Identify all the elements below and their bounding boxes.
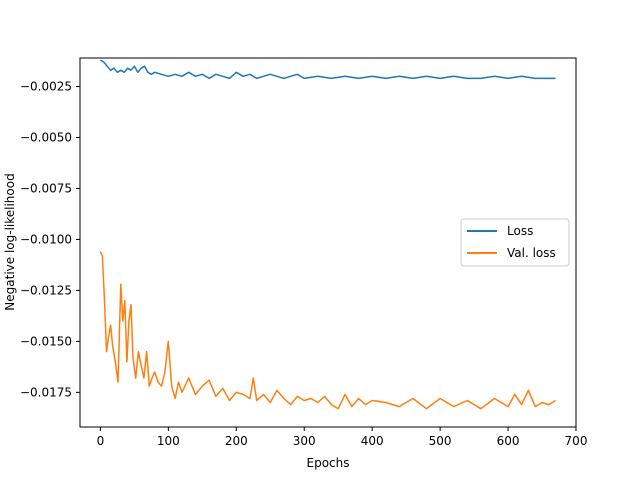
y-axis-label: Negative log-likelihood [3, 173, 17, 310]
x-tick-label: 500 [429, 434, 452, 448]
y-tick-label: −0.0125 [20, 283, 72, 297]
y-tick-label: −0.0050 [20, 131, 72, 145]
x-tick-label: 100 [157, 434, 180, 448]
legend: Loss Val. loss [461, 219, 569, 266]
y-tick-label: −0.0075 [20, 181, 72, 195]
x-tick-label: 600 [497, 434, 520, 448]
x-axis-label: Epochs [307, 456, 350, 470]
y-tick-label: −0.0025 [20, 80, 72, 94]
x-tick-label: 200 [225, 434, 248, 448]
y-tick-label: −0.0175 [20, 385, 72, 399]
x-tick-label: 400 [361, 434, 384, 448]
legend-label-val-loss: Val. loss [507, 246, 556, 260]
y-tick-label: −0.0150 [20, 334, 72, 348]
y-tick-label: −0.0100 [20, 232, 72, 246]
legend-label-loss: Loss [507, 224, 533, 238]
x-tick-label: 300 [293, 434, 316, 448]
x-tick-label: 700 [565, 434, 588, 448]
x-tick-label: 0 [97, 434, 105, 448]
